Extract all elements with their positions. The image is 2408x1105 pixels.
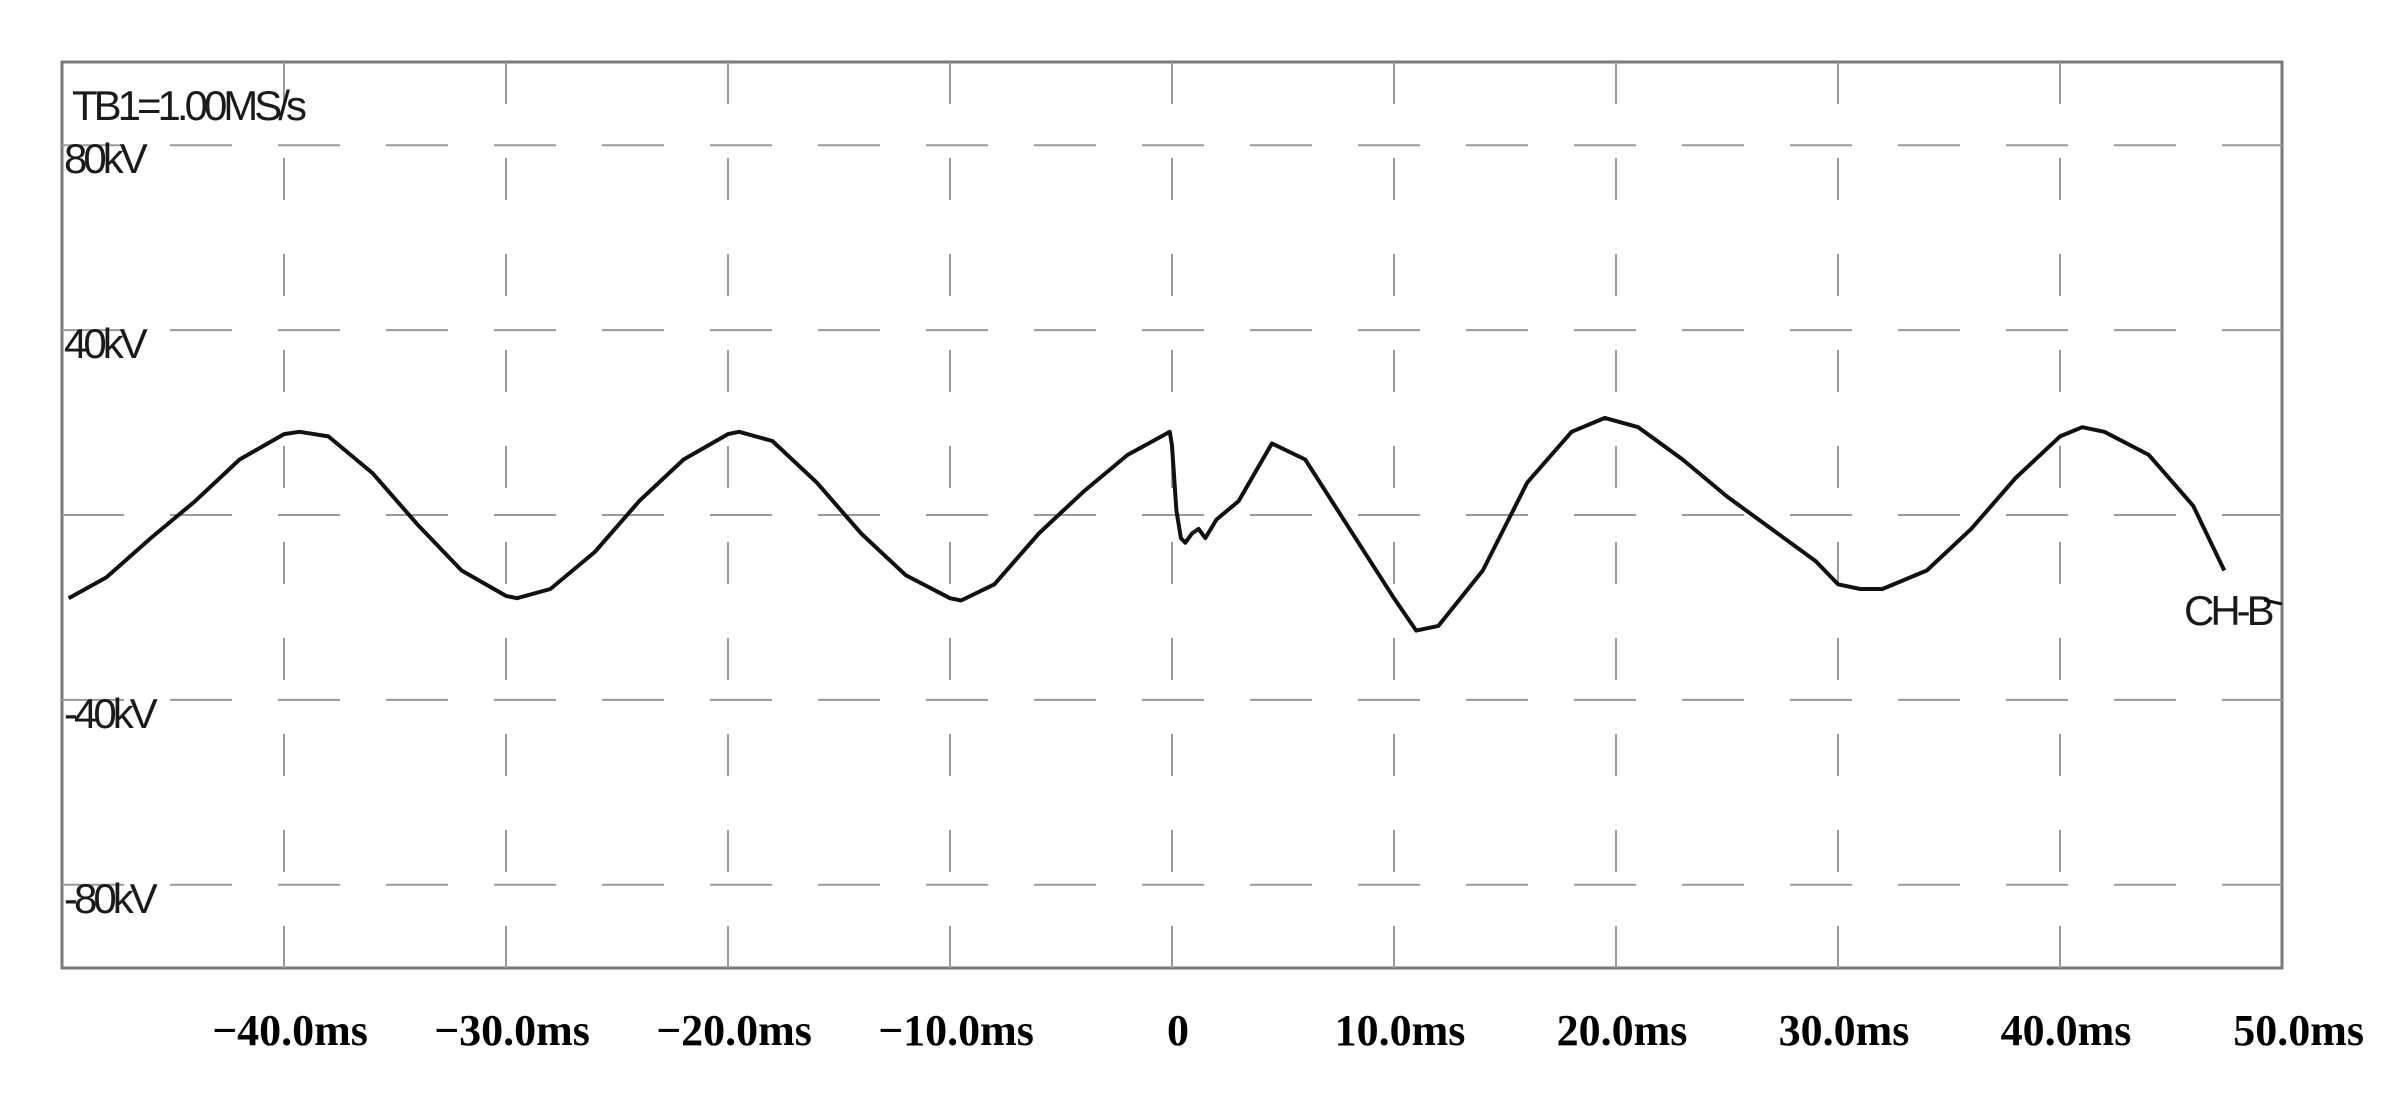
y-tick-labels: 80kV 40kV -40kV -80kV <box>64 135 162 922</box>
x-tick-label: −30.0ms <box>434 1006 590 1055</box>
channel-label: CH-B <box>2184 587 2273 634</box>
channel-marker <box>2263 598 2283 606</box>
x-tick-label: −10.0ms <box>878 1006 1034 1055</box>
x-tick-label: 10.0ms <box>1335 1006 1466 1055</box>
timebase-label: TB1=1.00MS/s <box>72 82 306 129</box>
x-tick-label: 50.0ms <box>2233 1006 2364 1055</box>
channel-b-trace <box>67 415 2227 633</box>
x-tick-labels: −40.0ms −30.0ms −20.0ms −10.0ms 0 10.0ms 20.0m… <box>212 1006 2364 1055</box>
x-tick-label: 30.0ms <box>1779 1006 1910 1055</box>
x-tick-label: 20.0ms <box>1557 1006 1688 1055</box>
x-tick-label: 40.0ms <box>2001 1006 2132 1055</box>
y-tick-label: -40kV <box>64 690 158 737</box>
grid-lines <box>62 62 2282 968</box>
y-tick-label: 40kV <box>64 320 148 367</box>
y-tick-label: 80kV <box>64 135 148 182</box>
x-tick-label: −20.0ms <box>656 1006 812 1055</box>
x-tick-label: 0 <box>1167 1006 1189 1055</box>
y-tick-label: -80kV <box>64 875 158 922</box>
x-tick-label: −40.0ms <box>212 1006 368 1055</box>
